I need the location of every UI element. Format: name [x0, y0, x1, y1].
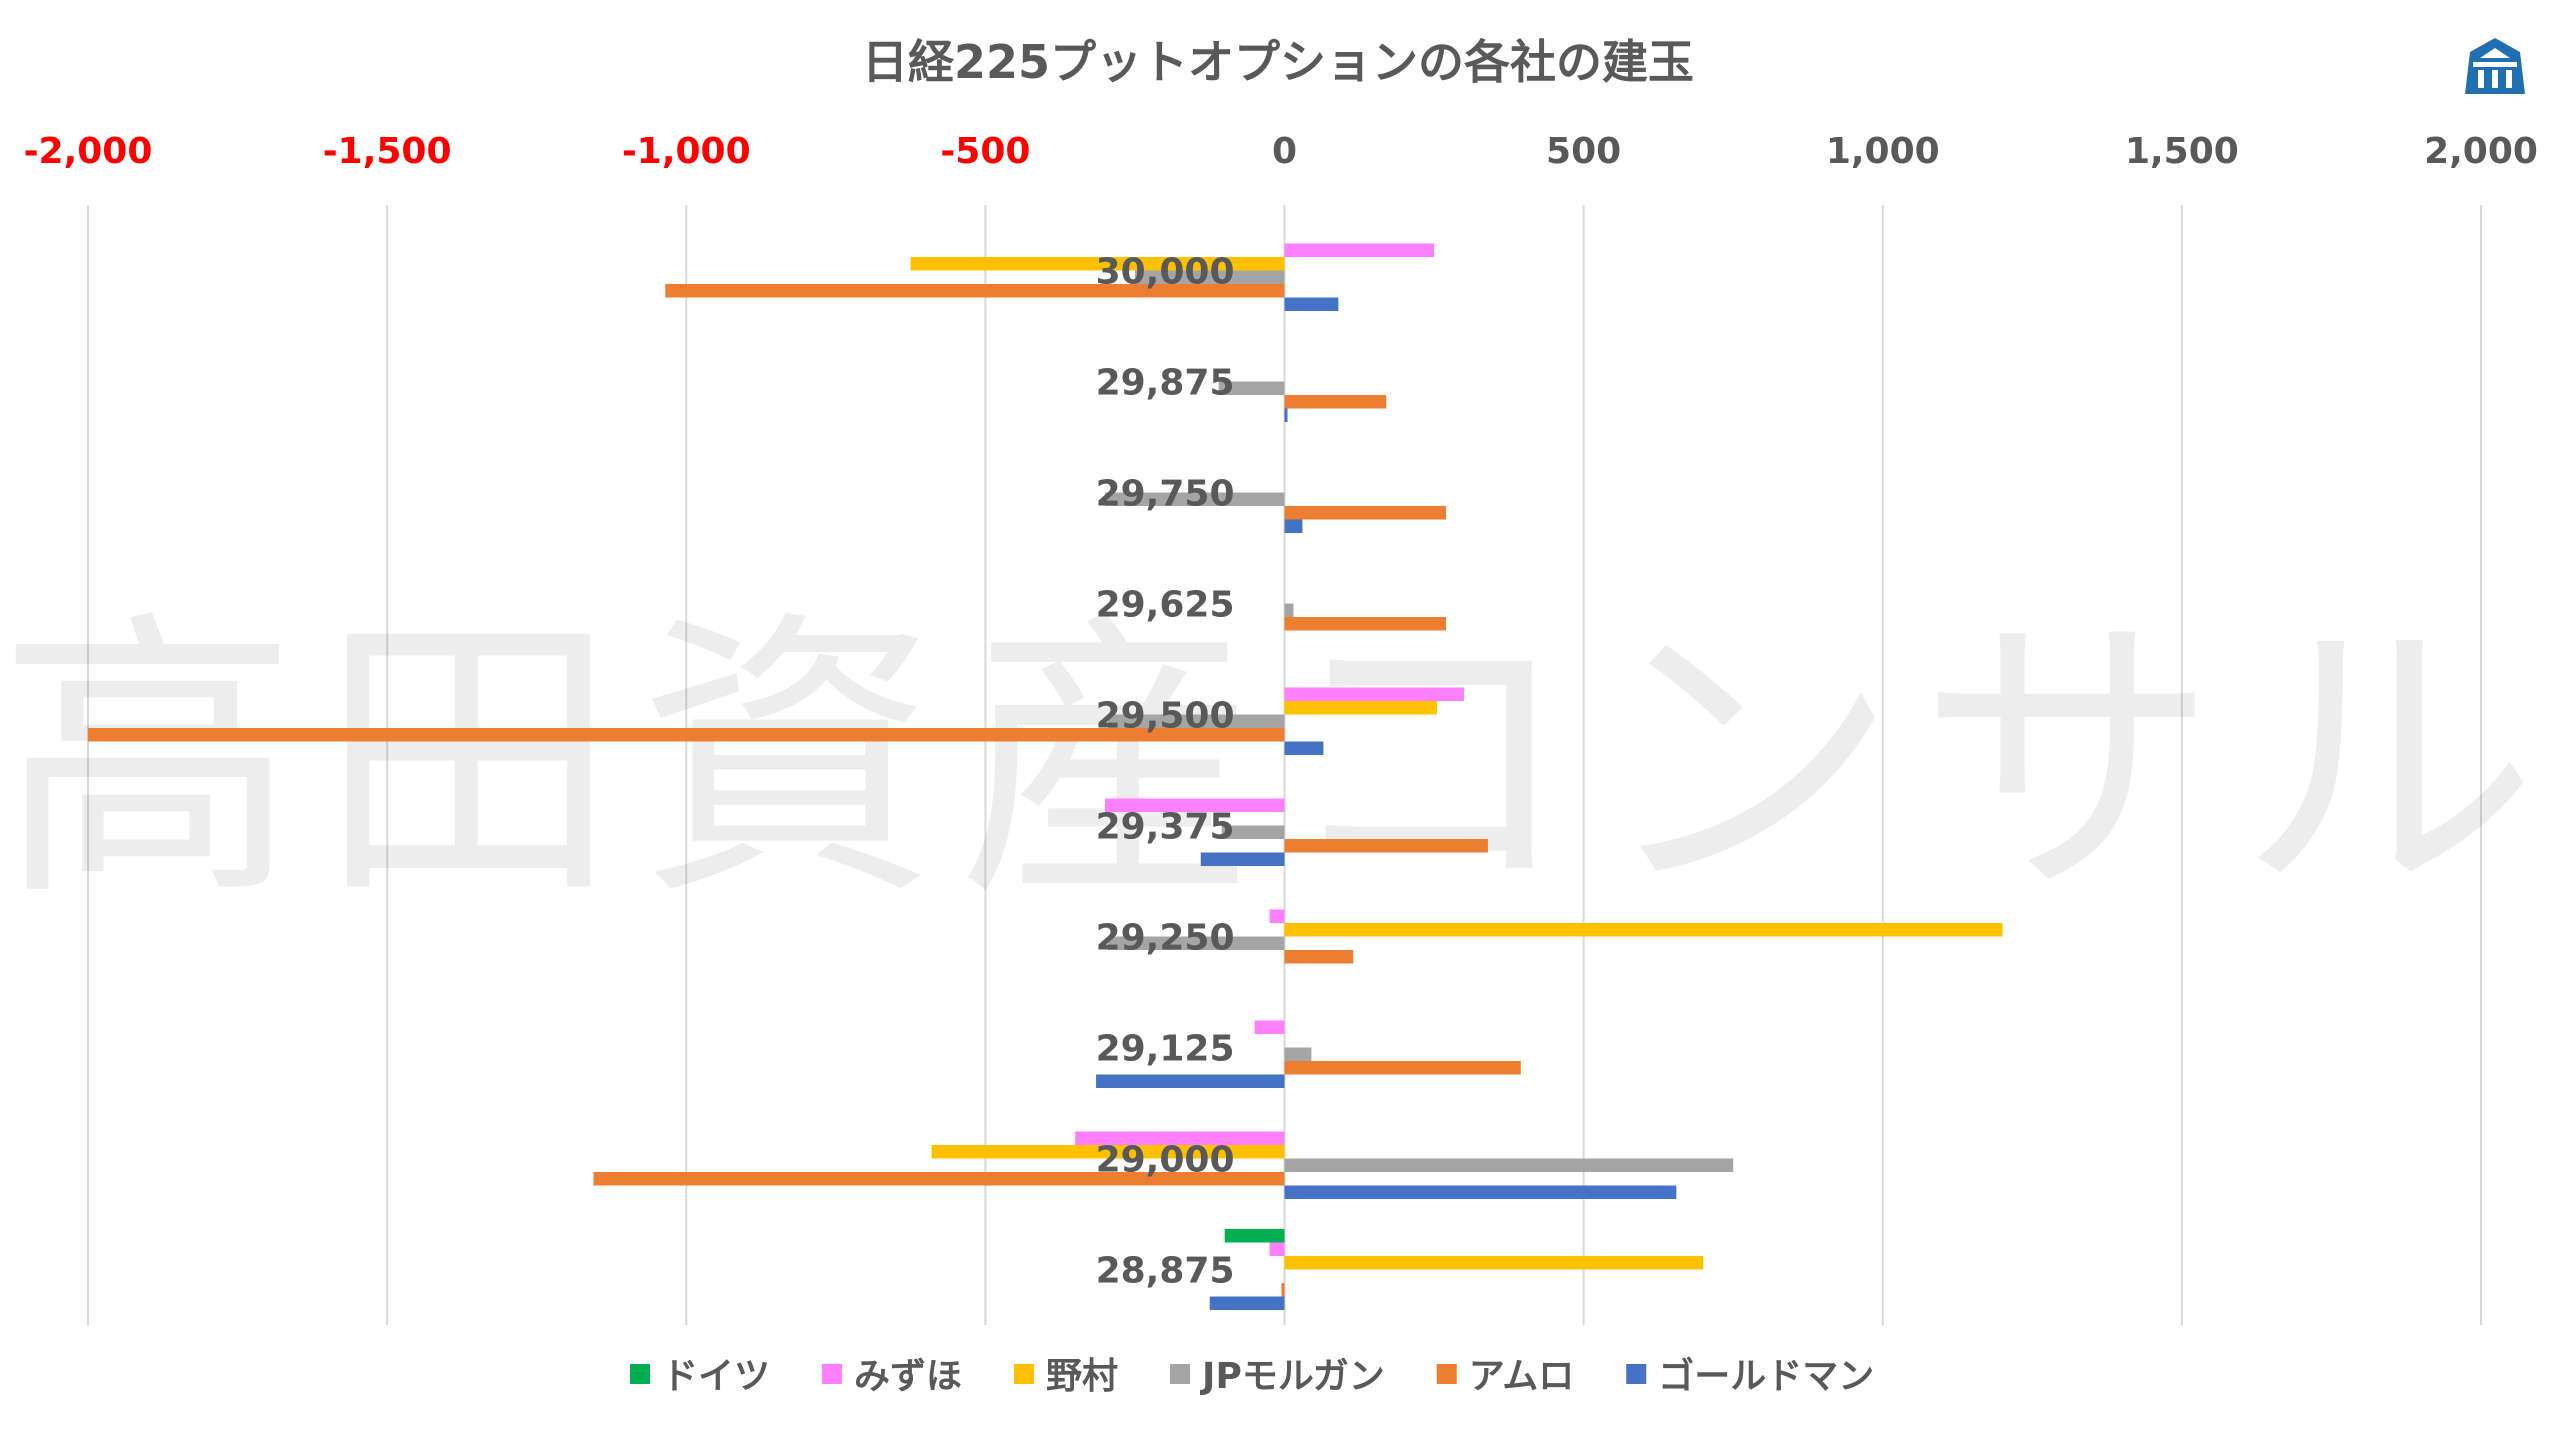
category-labels: 30,000 29,875 29,750 29,625 29,500 29,375 29,2…: [1096, 252, 1235, 1292]
bar: [910, 257, 1285, 271]
legend-label: ゴールドマン: [1658, 1355, 1874, 1397]
gridlines: [87, 205, 2482, 1325]
bar: [1284, 950, 1354, 964]
bar: [1075, 1131, 1285, 1145]
bar: [1209, 1296, 1285, 1310]
bar: [1284, 506, 1447, 520]
x-tick-label: 0: [1272, 131, 1297, 172]
bar: [1284, 839, 1488, 853]
bar: [1284, 243, 1435, 257]
category-label: 29,125: [1096, 1029, 1235, 1070]
bar: [1284, 687, 1464, 701]
bar: [1221, 825, 1285, 839]
bar: [1284, 395, 1387, 409]
legend-swatch: [822, 1364, 843, 1384]
legend-swatch: [1436, 1364, 1457, 1384]
bar: [931, 1145, 1285, 1159]
category-label: 28,875: [1096, 1251, 1235, 1292]
bar: [1105, 798, 1285, 812]
category-label: 29,250: [1096, 918, 1235, 959]
bar: [1284, 1158, 1734, 1172]
bar: [1284, 741, 1324, 755]
bars: [88, 243, 2003, 1310]
bar: [1284, 519, 1303, 533]
bar: [1105, 492, 1285, 506]
category-label: 29,500: [1096, 696, 1235, 737]
legend-label: ドイツ: [662, 1356, 770, 1397]
legend-swatch: [1626, 1364, 1647, 1384]
bar: [1284, 297, 1339, 311]
bar: [1284, 603, 1294, 617]
category-label: 30,000: [1096, 252, 1235, 293]
bar: [1108, 714, 1285, 728]
x-tick-label: -500: [940, 131, 1030, 172]
bar: [1254, 1020, 1285, 1034]
bar: [1108, 936, 1285, 950]
legend-swatch: [630, 1364, 650, 1384]
bar: [1284, 1256, 1704, 1270]
legend-label: アムロ: [1469, 1356, 1574, 1397]
bar: [1284, 701, 1438, 715]
legend-swatch: [1014, 1364, 1035, 1384]
bar: [1224, 1229, 1285, 1243]
bar: [1284, 1185, 1677, 1199]
category-label: 29,750: [1096, 474, 1235, 515]
x-axis-ticks: -2,000 -1,500 -1,000 -500 0 500 1,000 1,500 2,00…: [24, 131, 2538, 172]
legend-label: みずほ: [854, 1356, 962, 1397]
bar: [1284, 408, 1288, 422]
bar: [1096, 1074, 1285, 1088]
x-tick-label: -1,000: [622, 131, 751, 172]
bar: [1281, 1283, 1285, 1297]
bar: [1134, 270, 1285, 284]
x-tick-label: -1,500: [323, 131, 452, 172]
x-tick-label: 500: [1546, 131, 1621, 172]
company-building-logo-icon: [2465, 38, 2525, 94]
bar: [1218, 381, 1285, 395]
category-label: 29,000: [1096, 1140, 1235, 1181]
x-tick-label: -2,000: [24, 131, 153, 172]
bar: [1269, 1242, 1285, 1256]
x-tick-label: 1,500: [2125, 131, 2239, 172]
watermark-text: 高田資産コンサル: [0, 587, 2556, 936]
legend-swatch: [1170, 1364, 1191, 1384]
bar: [88, 728, 1285, 742]
category-label: 29,375: [1096, 807, 1235, 848]
x-tick-label: 1,000: [1826, 131, 1940, 172]
bar: [1284, 1047, 1312, 1061]
bar: [1284, 923, 2003, 937]
bar: [1284, 617, 1447, 631]
legend-label: 野村: [1046, 1356, 1118, 1397]
category-label: 29,625: [1096, 585, 1235, 626]
chart-title: 日経225プットオプションの各社の建玉: [862, 35, 1694, 89]
legend-label: JPモルガン: [1199, 1356, 1385, 1397]
bar: [593, 1172, 1285, 1186]
bar: [1200, 852, 1285, 866]
x-tick-label: 2,000: [2424, 131, 2538, 172]
bar: [1269, 909, 1285, 923]
bar: [1284, 1061, 1521, 1075]
bar: [665, 284, 1285, 298]
legend: ドイツ みずほ 野村 JPモルガン アムロ ゴールドマン: [630, 1355, 1874, 1397]
category-label: 29,875: [1096, 363, 1235, 404]
